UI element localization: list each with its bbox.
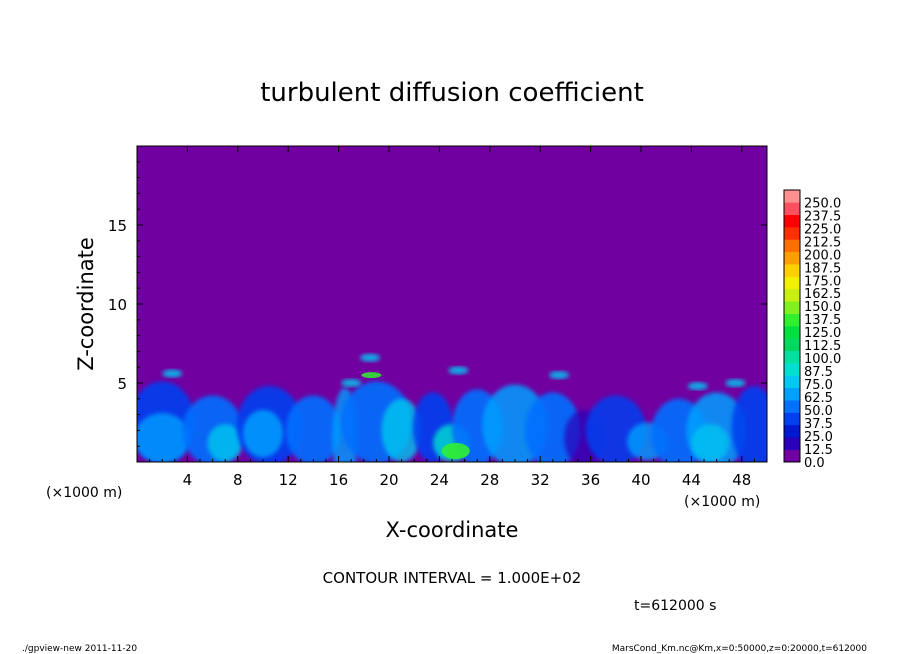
- colorbar-level-label: 87.5: [804, 365, 833, 380]
- field-region: [285, 395, 342, 462]
- colorbar-swatch: [784, 338, 800, 352]
- field-region: [691, 424, 730, 462]
- field-plume: [687, 382, 708, 391]
- colorbar-frame: [783, 189, 801, 463]
- colorbar-swatch: [784, 301, 800, 314]
- colorbar-swatch: [784, 387, 800, 401]
- x-tick-label: 28: [480, 471, 499, 489]
- colorbar-swatch: [784, 276, 800, 290]
- x-tick-label: 44: [682, 471, 701, 489]
- time-label: t=612000 s: [634, 598, 716, 614]
- x-tick-label: 8: [233, 471, 243, 489]
- colorbar-level-label: 212.5: [804, 235, 841, 250]
- field-region: [381, 398, 422, 462]
- field-region: [137, 413, 190, 462]
- x-tick-label: 36: [581, 471, 600, 489]
- x-tick-label: 12: [279, 471, 298, 489]
- turbulence-field: [137, 353, 767, 462]
- colorbar-level-label: 137.5: [804, 313, 841, 328]
- x-axis-label: X-coordinate: [386, 518, 519, 542]
- colorbar-swatch: [784, 400, 800, 413]
- colorbar-level-label: 100.0: [804, 352, 841, 367]
- x-tick-label: 48: [732, 471, 751, 489]
- colorbar-swatch: [784, 350, 800, 364]
- field-region: [207, 424, 243, 462]
- colorbar-swatch: [784, 227, 800, 240]
- field-high-region: [441, 442, 470, 459]
- field-high-region: [361, 372, 382, 379]
- colorbar-level-label: 200.0: [804, 248, 841, 263]
- field-plume: [162, 369, 183, 378]
- colorbar: 0.012.525.037.550.062.575.087.5100.0112.…: [783, 189, 841, 471]
- colorbar-level-label: 187.5: [804, 261, 841, 276]
- colorbar-level-label: 25.0: [804, 430, 833, 445]
- field-plume: [549, 371, 570, 380]
- x-axis-ticks: 4 8 12 16 20 24 28 32 36 40 44 48: [149, 146, 755, 489]
- x-tick-label: 24: [430, 471, 449, 489]
- colorbar-level-label: 175.0: [804, 274, 841, 289]
- colorbar-swatch: [784, 251, 800, 265]
- field-plume: [341, 379, 362, 387]
- x-tick-label: 32: [531, 471, 550, 489]
- colorbar-level-label: 50.0: [804, 404, 833, 419]
- x-tick-label: 20: [379, 471, 398, 489]
- field-region: [242, 409, 284, 458]
- plot-area: [136, 145, 768, 463]
- colorbar-level-label: 37.5: [804, 417, 833, 432]
- colorbar-swatch: [784, 313, 800, 327]
- y-tick-label: 15: [108, 217, 127, 235]
- colorbar-swatch: [784, 412, 800, 426]
- colorbar-level-label: 237.5: [804, 209, 841, 224]
- y-tick-label: 5: [117, 375, 127, 393]
- colorbar-level-label: 125.0: [804, 326, 841, 341]
- field-plume: [448, 366, 469, 375]
- chart-title: turbulent diffusion coefficient: [260, 78, 644, 108]
- colorbar-swatch: [784, 326, 800, 339]
- colorbar-level-label: 12.5: [804, 443, 833, 458]
- colorbar-level-label: 0.0: [804, 456, 825, 471]
- colorbar-swatch: [784, 424, 800, 438]
- z-unit-label: (×1000 m): [684, 494, 760, 510]
- footer-left: ./gpview-new 2011-11-20: [22, 644, 137, 654]
- colorbar-level-label: 150.0: [804, 300, 841, 315]
- colorbar-swatch: [784, 202, 800, 216]
- colorbar-swatch: [784, 214, 800, 228]
- colorbar-swatch: [784, 437, 800, 450]
- x-tick-label: 16: [329, 471, 348, 489]
- colorbar-level-label: 75.0: [804, 378, 833, 393]
- field-plume: [725, 379, 746, 387]
- colorbar-swatch: [784, 264, 800, 277]
- x-tick-label: 40: [631, 471, 650, 489]
- colorbar-level-label: 112.5: [804, 339, 841, 354]
- colorbar-swatch: [784, 375, 800, 389]
- colorbar-swatch: [784, 288, 800, 302]
- colorbar-level-label: 250.0: [804, 196, 841, 211]
- contour-interval-note: CONTOUR INTERVAL = 1.000E+02: [323, 569, 582, 587]
- field-plume: [360, 353, 381, 362]
- y-axis-ticks: 5 10 15: [108, 161, 767, 447]
- y-axis-label: Z-coordinate: [74, 237, 98, 371]
- colorbar-level-label: 225.0: [804, 222, 841, 237]
- colorbar-swatch: [784, 190, 800, 203]
- footer-right: MarsCond_Km.nc@Km,x=0:50000,z=0:20000,t=…: [612, 644, 867, 654]
- colorbar-level-label: 62.5: [804, 391, 833, 406]
- x-tick-label: 4: [183, 471, 193, 489]
- colorbar-swatch: [784, 239, 800, 253]
- y-tick-label: 10: [108, 296, 127, 314]
- colorbar-swatch: [784, 449, 800, 463]
- colorbar-level-label: 162.5: [804, 287, 841, 302]
- colorbar-swatch: [784, 363, 800, 376]
- x-unit-label: (×1000 m): [46, 485, 122, 501]
- field-region: [731, 386, 767, 462]
